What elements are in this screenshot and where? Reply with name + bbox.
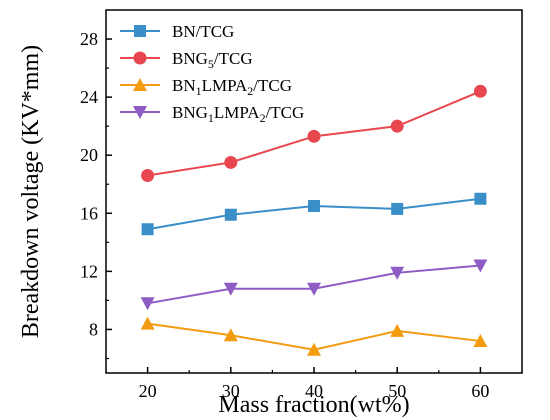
data-point bbox=[308, 200, 320, 213]
x-tick-label: 20 bbox=[139, 381, 157, 401]
legend-marker bbox=[133, 51, 147, 65]
y-axis-title: Breakdown voltage (KV*mm) bbox=[18, 45, 44, 338]
legend: BN/TCG BNG5/TCG BN1LMPA2/TCG BNG1LMPA2/TCG bbox=[120, 22, 304, 125]
series-layer bbox=[140, 84, 488, 356]
x-tick-label: 50 bbox=[388, 381, 406, 401]
y-tick-label: 20 bbox=[80, 145, 98, 165]
data-point bbox=[224, 208, 237, 221]
data-point bbox=[141, 223, 154, 236]
legend-marker bbox=[133, 106, 147, 119]
legend-item: BNG1LMPA2/TCG bbox=[120, 103, 304, 125]
x-axis-title: Mass fraction(wt%) bbox=[218, 392, 409, 418]
legend-item: BN1LMPA2/TCG bbox=[120, 76, 292, 98]
data-point bbox=[390, 119, 404, 133]
data-point bbox=[140, 316, 155, 330]
data-point bbox=[390, 323, 405, 337]
data-point bbox=[390, 266, 405, 280]
x-tick-label: 30 bbox=[222, 381, 240, 401]
data-point bbox=[474, 192, 487, 205]
legend-marker bbox=[134, 25, 146, 37]
y-tick-label: 24 bbox=[80, 87, 98, 107]
data-point bbox=[473, 334, 488, 348]
data-point bbox=[473, 259, 488, 273]
legend-label: BNG5/TCG bbox=[172, 49, 253, 71]
legend-label: BNG1LMPA2/TCG bbox=[172, 103, 304, 125]
data-point bbox=[307, 282, 321, 296]
legend-item: BN/TCG bbox=[120, 22, 234, 41]
y-tick-label: 8 bbox=[89, 319, 98, 339]
tick-labels: 20 30 40 50 60 8 12 16 20 24 28 bbox=[80, 29, 489, 401]
x-tick-label: 60 bbox=[471, 381, 489, 401]
data-point bbox=[140, 297, 155, 311]
plot-area-frame bbox=[105, 9, 523, 374]
data-point bbox=[307, 342, 321, 356]
y-tick-label: 28 bbox=[80, 29, 98, 49]
series-1 bbox=[141, 192, 487, 236]
y-tick-label: 12 bbox=[80, 261, 98, 281]
series-4 bbox=[140, 259, 488, 311]
series-3 bbox=[140, 316, 488, 356]
data-point bbox=[224, 155, 238, 169]
legend-marker bbox=[133, 78, 147, 91]
legend-label: BN/TCG bbox=[172, 22, 234, 41]
data-point bbox=[223, 282, 238, 296]
legend-label: BN1LMPA2/TCG bbox=[172, 76, 292, 98]
x-tick-label: 40 bbox=[305, 381, 323, 401]
axis-ticks bbox=[105, 38, 523, 373]
data-point bbox=[307, 129, 321, 143]
y-tick-label: 16 bbox=[80, 203, 98, 223]
data-point bbox=[223, 328, 238, 342]
data-point bbox=[141, 169, 155, 183]
data-point bbox=[391, 202, 404, 215]
data-point bbox=[473, 84, 487, 98]
series-2 bbox=[141, 84, 487, 183]
legend-item: BNG5/TCG bbox=[120, 49, 253, 71]
